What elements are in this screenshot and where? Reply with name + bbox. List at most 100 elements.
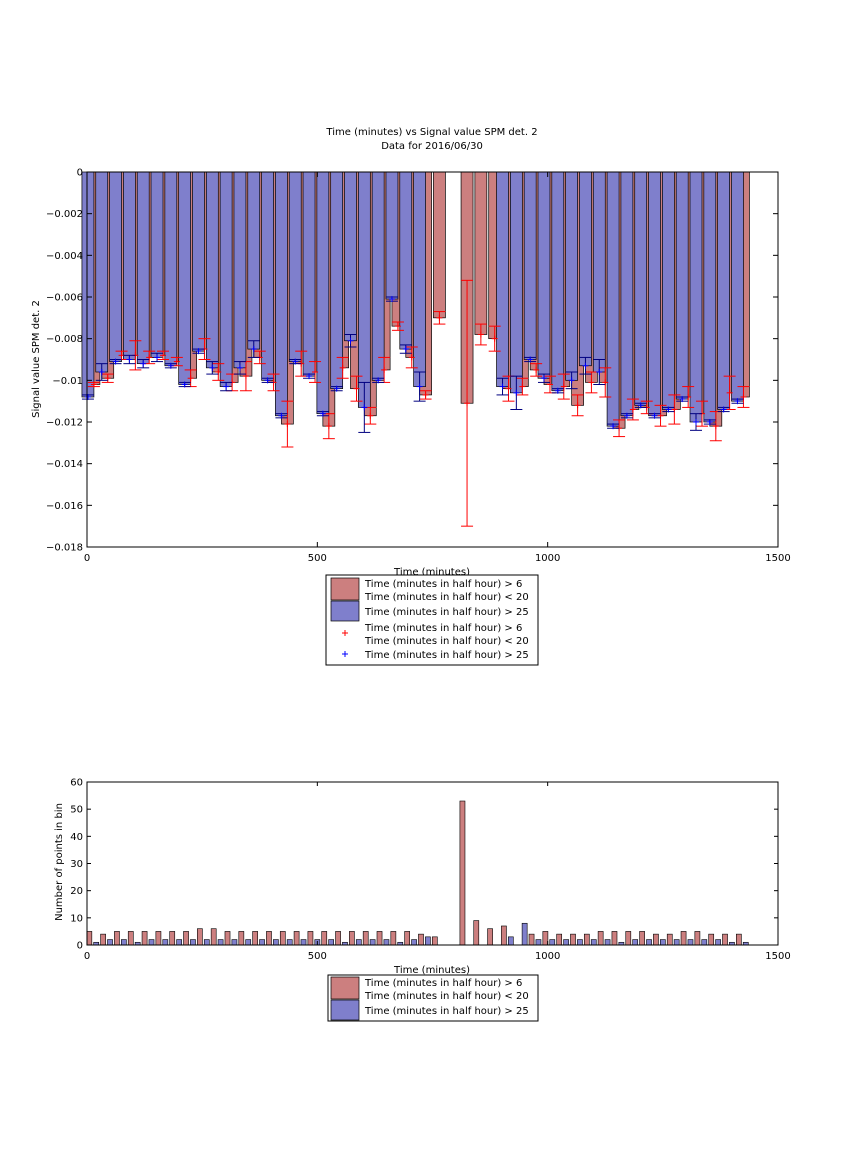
signal-marker-s1-6 [167,362,174,369]
count-bar-s1-5 [162,939,169,946]
signal-marker-s1-19 [347,337,354,344]
signal-marker-s0-38 [629,406,636,413]
count-bar-s1-4 [148,939,155,946]
signal-bar-s1-16 [302,171,316,377]
signal-marker-s0-27 [477,331,484,338]
count-y-ticks: 0 10 20 30 40 50 60 [70,778,778,952]
signal-marker-s1-41 [720,406,727,413]
signal-bar-s1-40 [703,171,717,423]
signal-bar-s1-3 [123,171,136,360]
count-bar-s1-39 [701,939,708,946]
count-bar-s0-38 [639,931,645,946]
count-y-tick-label: 60 [70,778,83,789]
count-bar-s0-6 [169,931,176,946]
count-bar-s1-37 [673,939,680,946]
count-bar-s0-18 [335,931,341,946]
count-bar-s0-26 [459,800,466,946]
count-bar-s1-19 [355,939,362,946]
signal-marker-s1-36 [651,412,658,419]
signal-marker-s1-42 [734,398,741,405]
signal-x-ticks: 0 500 1000 1500 [84,172,791,564]
signal-bar-s1-37 [662,171,675,410]
signal-bar-s1-34 [620,171,634,417]
count-bar-s1-17 [328,939,334,946]
signal-y-tick-label: −0.008 [46,334,83,345]
signal-y-ticks: 0 −0.002 −0.004 −0.006 −0.008 −0.01 −0.012 −0.0… [46,168,778,554]
signal-marker-s1-5 [154,354,161,361]
count-bar-s0-17 [321,931,328,946]
signal-x-tick-label: 1500 [765,553,790,564]
count-legend-label-0-line2: Time (minutes in half hour) < 20 [364,991,529,1002]
signal-bar-s1-12 [247,171,261,350]
count-legend-box [327,974,539,1022]
count-chart: 0 500 1000 1500 0 10 20 30 40 50 60 Time (minutes… [54,778,791,1022]
signal-y-tick-label: −0.006 [46,293,83,304]
count-bar-s1-34 [632,939,639,946]
signal-marker-s1-40 [706,419,713,425]
count-bar-s0-40 [666,933,673,946]
signal-marker-s0-14 [284,421,291,428]
signal-legend-label-2-line2: Time (minutes in half hour) < 20 [364,636,529,647]
signal-marker-s0-23 [408,354,415,361]
signal-bar-s1-20 [357,171,371,408]
signal-legend-label-0: Time (minutes in half hour) > 6 [364,579,522,590]
count-bar-s0-44 [722,933,728,946]
count-bar-s0-25 [431,936,438,946]
count-bar-s1-11 [245,939,252,946]
signal-marker-s0-19 [353,385,360,392]
count-bar-s0-8 [197,928,203,946]
count-x-tick-label: 500 [308,951,327,962]
count-bar-s0-11 [238,931,245,946]
count-y-tick-label: 10 [70,913,83,924]
count-legend-label-0: Time (minutes in half hour) > 6 [364,978,522,989]
signal-marker-s1-16 [306,373,313,380]
count-bar-s0-31 [542,931,549,946]
count-bar-s0-7 [183,931,189,946]
signal-marker-s0-18 [339,364,346,371]
signal-marker-s1-7 [181,381,188,388]
count-bar-s0-21 [376,931,383,946]
count-legend-swatch-0 [330,976,360,1000]
signal-y-tick-label: −0.002 [46,209,83,220]
count-bar-s1-14 [286,939,293,946]
count-bar-s1-26 [521,922,528,946]
signal-bar-s1-2 [109,171,122,362]
signal-x-axis-label: Time (minutes) [393,567,470,578]
signal-marker-s1-14 [278,412,285,419]
signal-marker-s0-35 [588,379,595,386]
signal-marker-s1-28 [540,375,547,382]
signal-marker-s1-0 [84,394,91,400]
signal-marker-s1-24 [416,383,423,390]
count-bar-s0-41 [680,931,687,946]
signal-marker-s0-21 [381,366,388,373]
signal-marker-s1-38 [679,396,686,403]
signal-bar-s1-14 [275,171,288,417]
signal-marker-s1-20 [361,404,368,411]
signal-bar-s1-24 [413,171,426,387]
signal-bar-s1-27 [523,171,537,360]
count-bar-s1-30 [577,939,583,946]
count-y-tick-label: 20 [70,886,83,897]
signal-bar-s0-25 [433,171,446,319]
signal-y-tick-label: −0.016 [46,501,83,512]
signal-x-tick-label: 500 [308,553,327,564]
signal-bar-s1-5 [150,171,164,358]
signal-bar-s1-13 [261,171,274,381]
signal-marker-s1-4 [140,360,147,367]
signal-plot-area [81,171,750,527]
signal-legend: Time (minutes in half hour) > 6 Time (min… [325,574,539,666]
signal-bar-s1-6 [164,171,178,367]
signal-bar-s1-19 [344,171,357,342]
signal-axes-frame [86,171,779,548]
count-bar-s1-8 [203,939,210,946]
signal-chart-title: Time (minutes) vs Signal value SPM det. … [325,127,537,138]
signal-chart-subtitle: Data for 2016/06/30 [381,141,483,152]
signal-bar-s1-10 [219,171,233,387]
count-bar-s1-6 [176,939,182,946]
signal-marker-s0-45 [726,389,733,396]
count-bar-s1-27 [535,939,542,946]
count-bar-s0-28 [487,928,493,946]
signal-marker-s1-37 [665,406,672,413]
count-legend: Time (minutes in half hour) > 6 Time (min… [327,974,539,1022]
